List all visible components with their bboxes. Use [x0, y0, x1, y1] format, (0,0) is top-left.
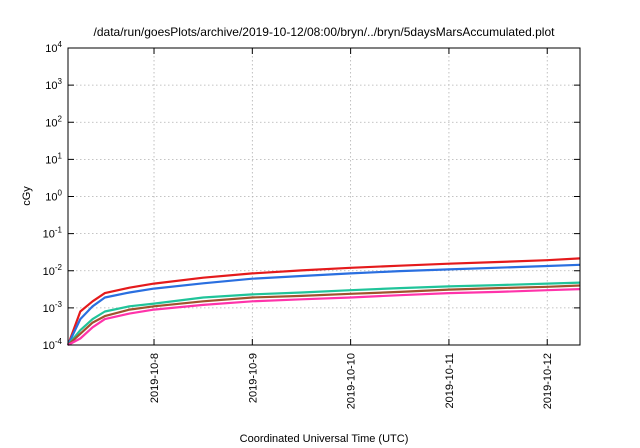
y-tick-label: 10-1: [43, 226, 63, 241]
series-lines: [66, 257, 581, 346]
x-tick-label: 2019-10-9: [247, 353, 259, 403]
y-tick-label: 102: [45, 114, 62, 129]
y-tick-label: 103: [45, 77, 62, 92]
x-tick-label: 2019-10-11: [444, 353, 456, 408]
x-tick-label: 2019-10-10: [346, 353, 358, 409]
y-tick-label: 10-4: [43, 337, 63, 352]
y-tick-label: 104: [45, 40, 62, 55]
x-tick-label: 2019-10-12: [542, 353, 554, 409]
series-line-5: [67, 288, 581, 346]
y-axis-ticks: 104 103 102 101 100 10-1 10-2 10-3 10-4: [43, 40, 580, 352]
x-axis-ticks: 2019-10-8 2019-10-9 2019-10-10 2019-10-11 20…: [149, 48, 554, 409]
y-tick-label: 10-2: [43, 263, 63, 278]
y-tick-label: 10-3: [43, 300, 63, 315]
series-line-1: [66, 257, 581, 346]
series-line-3: [67, 281, 581, 346]
y-tick-label: 101: [45, 151, 62, 166]
y-axis-label: cGy: [21, 186, 33, 206]
x-axis-label: Coordinated Universal Time (UTC): [240, 433, 409, 445]
series-line-4: [67, 284, 581, 346]
x-tick-label: 2019-10-8: [149, 353, 161, 403]
series-line-2: [67, 263, 581, 346]
y-tick-label: 100: [45, 189, 62, 204]
chart-title: /data/run/goesPlots/archive/2019-10-12/0…: [94, 25, 556, 39]
grid-lines: [68, 48, 580, 345]
